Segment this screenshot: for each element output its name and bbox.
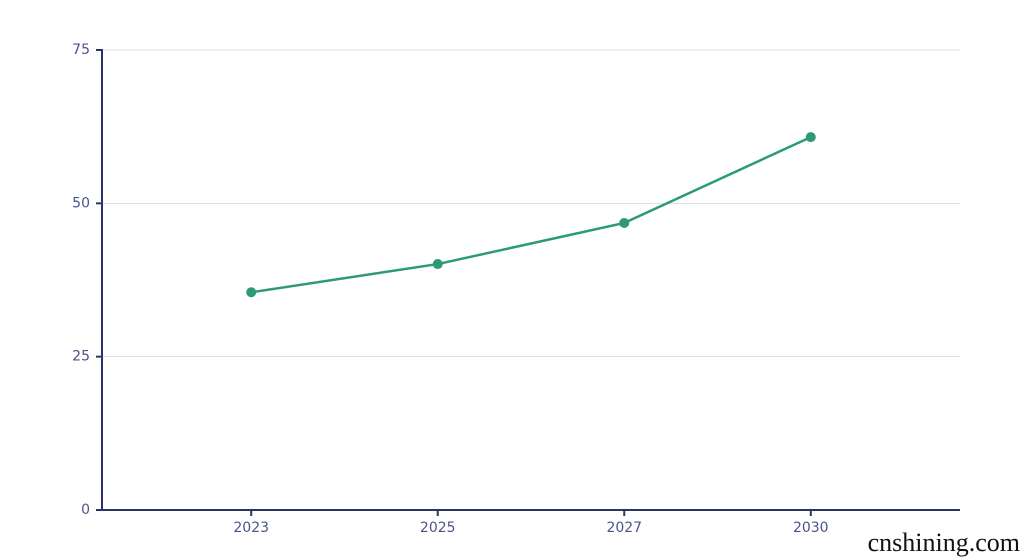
point	[432, 259, 443, 270]
x-tick-label: 2025	[420, 520, 456, 536]
point	[619, 217, 630, 228]
watermark: cnshining.com	[868, 528, 1020, 557]
y-tick-label: 25	[72, 349, 90, 365]
x-tick-label: 2023	[233, 520, 269, 536]
y-tick-label: 0	[81, 502, 90, 518]
line	[251, 135, 812, 294]
point	[805, 132, 816, 143]
x-tick-label: 2030	[793, 520, 829, 536]
point	[246, 287, 257, 298]
y-tick-label: 75	[72, 42, 90, 58]
y-tick-label: 50	[72, 195, 90, 211]
x-tick-label: 2027	[606, 520, 642, 536]
